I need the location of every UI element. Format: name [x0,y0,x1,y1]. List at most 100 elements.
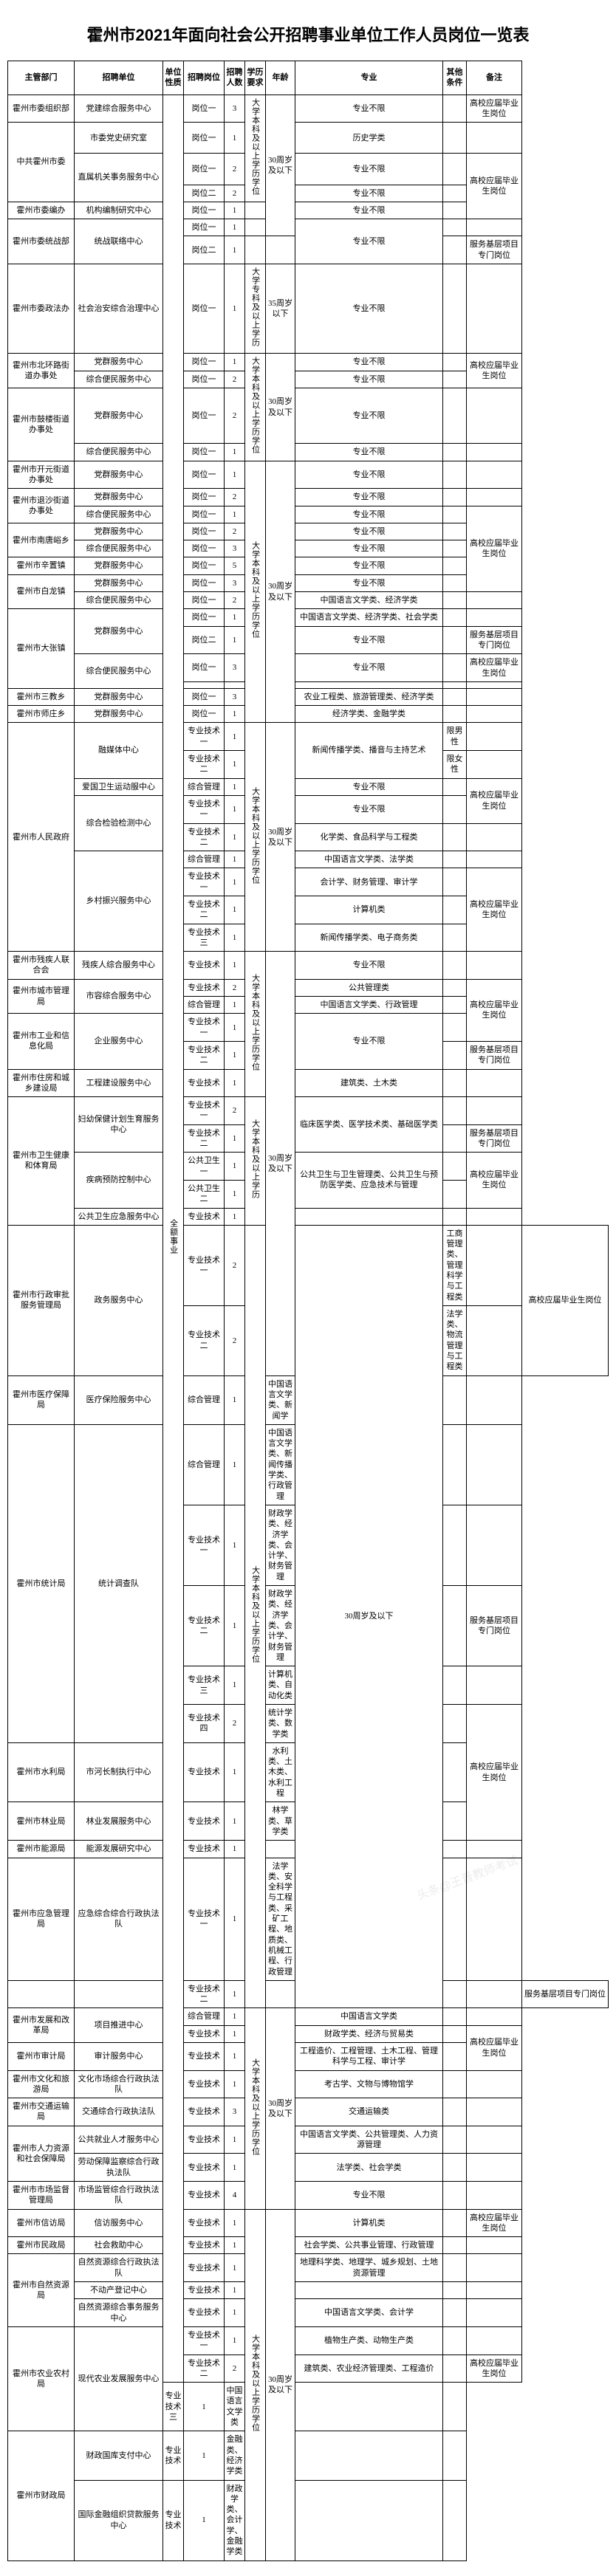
major: 专业不限 [295,574,443,591]
post: 专业技术 [184,2254,225,2282]
dept: 霍州市交通运输局 [8,2098,75,2126]
dept: 霍州市开元街道办事处 [8,461,75,489]
post: 专业技术 [184,2126,225,2154]
note: 高校应届毕业生岗位 [467,354,522,388]
major: 专业不限 [295,952,443,980]
major: 林学类、草学类 [266,1802,295,1841]
post: 公共卫生一 [184,1153,225,1181]
post: 专业技术一 [184,2326,225,2355]
unit: 能源发展研究中心 [75,1841,163,1858]
major: 工程造价、工程管理、土木工程、管理科学与工程、审计学 [295,2043,443,2071]
dept: 霍州市人力资源和社会保障局 [8,2126,75,2181]
post: 专业技术一 [184,1014,225,1042]
dept: 霍州市城市管理局 [8,979,75,1014]
major: 财政学类、经济学类、会计学、财务管理 [266,1505,295,1585]
dept: 霍州市委组织部 [8,95,75,123]
age: 30周岁及以下 [266,2008,295,2209]
edu: 大学本科及以上学历学位 [245,952,266,1097]
note: 服务基层项目专门岗位 [467,236,522,264]
unit: 财政国库支付中心 [75,2431,163,2480]
post: 专业技术 [184,952,225,980]
num: 1 [225,264,245,354]
major: 农业工程类、旅游管理类、经济学类 [295,688,443,705]
major: 财政学类、经济学类、会计学、财务管理 [266,1586,295,1666]
page-title: 霍州市2021年面向社会公开招聘事业单位工作人员岗位一览表 [7,22,609,46]
major: 专业不限 [295,778,443,795]
post: 专业技术二 [184,823,225,851]
h-dept: 主管部门 [8,61,75,95]
edu: 大学本科及以上学历学位 [245,723,266,952]
h-nature: 单位性质 [163,61,184,95]
age: 30周岁及以下 [266,461,295,723]
major: 法学类、社会学类 [295,2154,443,2182]
post: 专业技术 [184,1841,225,1858]
dept: 霍州市委编办 [8,202,75,219]
major: 中国语言文学类、公共管理类、人力资源管理 [295,2126,443,2154]
major: 专业不限 [295,523,443,540]
post: 岗位一 [184,523,225,540]
h-num: 招聘人数 [225,61,245,95]
unit: 党群服务中心 [75,706,163,723]
post: 岗位一 [184,219,225,236]
dept: 霍州市鼓楼街道办事处 [8,388,75,461]
note: 高校应届毕业生岗位 [467,95,522,123]
other: 限男性 [443,723,467,751]
unit: 党群服务中心 [75,557,163,574]
dept: 霍州市残疾人联合会 [8,952,75,980]
note: 高校应届毕业生岗位 [467,1704,522,1840]
unit: 公共就业人才服务中心 [75,2126,163,2154]
major: 中国语言文学类、经济学类 [295,592,443,609]
unit: 综合便民服务中心 [75,444,163,461]
major: 中国语言文学类、新闻传播学类、行政管理 [266,1424,295,1505]
age: 35周岁以下 [266,264,295,354]
major: 法学类、安全科学与工程类、采矿工程、地质类、机械工程、行政管理 [266,1858,295,1980]
major: 工商管理类、管理科学与工程类 [443,1225,467,1305]
dept: 中共霍州市委 [8,123,75,202]
h-unit: 招聘单位 [75,61,163,95]
major: 历史学类 [295,123,443,154]
unit: 直属机关事务服务中心 [75,154,163,202]
h-major: 专业 [295,61,443,95]
age: 30周岁及以下 [266,95,295,236]
major: 植物生产类、动物生产类 [295,2326,443,2355]
major: 财政学类、经济与贸易类 [295,2025,443,2042]
post: 岗位一 [184,654,225,682]
post: 专业技术一 [184,795,225,823]
major: 专业不限 [295,540,443,557]
unit: 工程建设服务中心 [75,1069,163,1097]
major: 会计学、财务管理、审计学 [295,868,443,896]
post: 专业技术 [184,1802,225,1841]
major: 中国语言文学类、新闻学 [266,1375,295,1424]
note: 高校应届毕业生岗位 [467,979,522,1041]
h-age: 年龄 [266,61,295,95]
major: 专业不限 [295,185,443,202]
post: 专业技术二 [184,1041,225,1069]
dept: 霍州市南唐峪乡 [8,523,75,557]
edu: 大学本科及以上学历 [245,1097,266,1226]
edu [245,202,266,219]
job-table: 主管部门 招聘单位 单位性质 招聘岗位 招聘人数 学历要求 年龄 专业 其他条件… [7,61,609,2561]
major: 金融类、经济学类 [225,2431,245,2480]
post: 专业技术 [163,2480,184,2560]
post: 岗位一 [184,557,225,574]
edu: 大学专科及以上学历 [245,264,266,354]
major: 化学类、食品科学与工程类 [295,823,443,851]
unit: 医疗保险服务中心 [75,1375,163,1424]
edu: 大学本科及以上学历学位 [245,2008,266,2209]
unit: 党建综合服务中心 [75,95,163,123]
dept: 霍州市委统战部 [8,219,75,264]
header-row: 主管部门 招聘单位 单位性质 招聘岗位 招聘人数 学历要求 年龄 专业 其他条件… [8,61,609,95]
unit: 市场监管综合行政执法队 [75,2181,163,2209]
post: 综合管理 [184,1424,225,1505]
major: 专业不限 [295,461,443,489]
major: 计算机类、自动化类 [266,1666,295,1705]
note: 服务基层项目专门岗位 [467,626,522,654]
note: 高校应届毕业生岗位 [522,1225,609,1375]
unit: 审计服务中心 [75,2043,163,2071]
post: 岗位二 [184,236,225,264]
unit: 党群服务中心 [75,574,163,591]
major: 新闻传播学类、播音与主持艺术 [295,723,443,778]
post: 岗位一 [184,540,225,557]
post: 岗位一 [184,371,225,388]
unit: 妇幼保健计划生育服务中心 [75,1097,163,1153]
